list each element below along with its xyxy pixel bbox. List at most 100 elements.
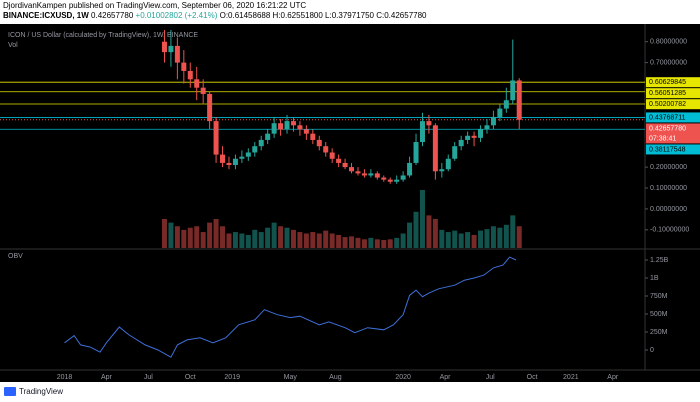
change: +0.01002802 (+2.41%): [135, 11, 218, 20]
volume-bar: [207, 222, 213, 248]
candle-body: [349, 167, 355, 172]
volume-bar: [181, 229, 187, 248]
x-tick-label: 2019: [224, 374, 240, 381]
candle-body: [445, 158, 451, 170]
y-tick-label: 1.25B: [650, 257, 669, 264]
obv-title: OBV: [8, 253, 23, 260]
volume-bar: [361, 239, 367, 248]
candle-body: [394, 179, 400, 182]
candle-body: [187, 70, 193, 80]
candle-body: [336, 158, 342, 163]
candle-body: [387, 179, 393, 182]
candle-body: [490, 116, 496, 126]
candle-body: [419, 121, 425, 143]
candle-body: [174, 45, 180, 63]
background: [0, 24, 700, 382]
candle-body: [194, 79, 200, 88]
x-tick-label: Oct: [527, 374, 538, 381]
volume-bar: [342, 237, 348, 248]
candle-body: [226, 162, 232, 166]
volume-bar: [387, 239, 393, 248]
volume-bar: [497, 227, 503, 248]
candle-body: [381, 177, 387, 180]
main-title: ICON / US Dollar (calculated by TradingV…: [8, 32, 198, 39]
volume-bar: [465, 232, 471, 248]
volume-bar: [271, 222, 277, 248]
level-label: 0.38117548: [649, 146, 686, 153]
volume-bar: [278, 226, 284, 248]
low: L:0.37971750: [325, 11, 374, 20]
candle-body: [168, 45, 174, 53]
level-label: 0.42657780: [649, 125, 686, 132]
level-label-bg: [646, 144, 700, 155]
candle-body: [161, 41, 167, 53]
y-tick-label: 0.80000000: [650, 39, 687, 46]
x-tick-label: May: [284, 374, 298, 381]
volume-bar: [220, 226, 226, 248]
y-tick-label: 250M: [650, 329, 668, 336]
x-tick-label: 2020: [395, 374, 411, 381]
candle-body: [181, 62, 187, 71]
x-tick-label: Oct: [185, 374, 196, 381]
volume-bar: [329, 233, 335, 248]
volume-bar: [381, 240, 387, 248]
candle-body: [432, 125, 438, 172]
y-tick-label: 0: [650, 347, 654, 354]
level-label-bg: [646, 99, 700, 110]
volume-bar: [478, 230, 484, 248]
level-label-bg: [646, 112, 700, 123]
logo: TradingView: [4, 387, 63, 396]
y-tick-label: 0.10000000: [650, 185, 687, 192]
volume-bar: [290, 229, 296, 248]
y-tick-label: 500M: [650, 311, 668, 318]
volume-bar: [316, 233, 322, 248]
x-tick-label: Apr: [440, 374, 452, 381]
candle-body: [510, 80, 516, 101]
volume-bar: [232, 232, 238, 248]
candle-body: [297, 125, 303, 130]
candle-body: [465, 135, 471, 140]
obv-line: [64, 256, 517, 358]
volume-bar: [226, 233, 232, 248]
candle-body: [278, 123, 284, 130]
high: H:0.62551800: [272, 11, 323, 20]
volume-bar: [303, 233, 309, 248]
volume-bar: [161, 219, 167, 248]
x-tick-label: Apr: [101, 374, 113, 381]
candle-body: [407, 162, 413, 176]
candle-body: [303, 129, 309, 134]
volume-bar: [503, 224, 509, 248]
candle-body: [310, 133, 316, 140]
publisher: DjordivanKampen published on TradingView…: [3, 1, 307, 10]
candle-body: [478, 129, 484, 138]
y-tick-label: -0.10000000: [650, 227, 689, 234]
candle-body: [342, 162, 348, 168]
candle-body: [368, 173, 374, 176]
volume-bar: [394, 237, 400, 248]
volume-bar: [419, 190, 425, 248]
candle-body: [245, 152, 251, 157]
candle-body: [284, 121, 290, 130]
brand: TradingView: [19, 387, 63, 396]
candle-body: [323, 146, 329, 153]
volume-bar: [194, 226, 200, 248]
volume-bar: [239, 233, 245, 248]
level-label-bg: [646, 88, 700, 99]
volume-bar: [252, 229, 258, 248]
x-tick-label: Aug: [329, 374, 342, 381]
candle-body: [271, 123, 277, 134]
volume-bar: [265, 227, 271, 248]
candle-body: [426, 121, 432, 126]
candle-body: [316, 139, 322, 147]
candle-body: [239, 156, 245, 159]
volume-bar: [336, 234, 342, 248]
candle-body: [361, 173, 367, 176]
header: DjordivanKampen published on TradingView…: [3, 1, 426, 21]
candle-body: [400, 175, 406, 180]
candle-body: [413, 142, 419, 163]
volume-bar: [510, 215, 516, 248]
volume-bar: [168, 222, 174, 248]
x-tick-label: 2018: [57, 374, 73, 381]
volume-bar: [445, 232, 451, 248]
